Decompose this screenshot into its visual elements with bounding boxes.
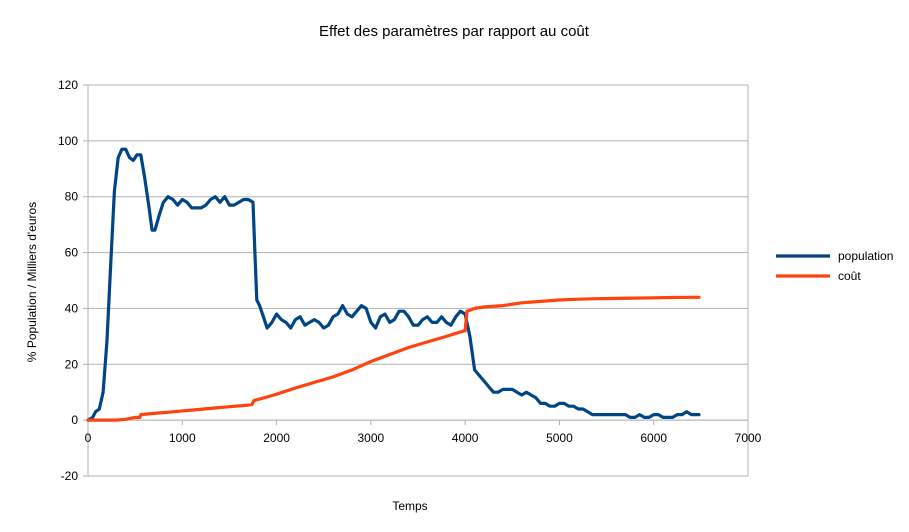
y-tick-label: 120	[58, 78, 78, 92]
y-tick-label: 40	[65, 301, 79, 315]
y-tick-label: 100	[58, 134, 78, 148]
legend-label: coût	[838, 269, 861, 283]
x-tick-label: 1000	[169, 431, 196, 445]
series-line-cout	[86, 295, 701, 422]
series-line-population	[86, 147, 701, 422]
y-tick-label: 60	[65, 246, 79, 260]
y-tick-labels: -20 0 20 40 60 80 100 120	[58, 78, 78, 483]
legend-label: population	[838, 249, 893, 263]
y-axis-label: % Population / Milliers d'euros	[25, 202, 39, 362]
y-tick-label: 20	[65, 357, 79, 371]
axes	[87, 85, 749, 476]
series-layer	[86, 147, 701, 422]
x-tick-label: 3000	[358, 431, 385, 445]
x-axis-label: Temps	[392, 499, 427, 513]
x-tick-label: 4000	[452, 431, 479, 445]
x-tick-label: 0	[85, 431, 92, 445]
chart-title: Effet des paramètres par rapport au coût	[319, 23, 590, 40]
x-tick-label: 2000	[263, 431, 290, 445]
y-tick-label: -20	[61, 469, 79, 483]
x-tick-label: 7000	[735, 431, 762, 445]
x-tick-label: 5000	[546, 431, 573, 445]
y-tick-label: 80	[65, 190, 79, 204]
x-tick-labels: 0 1000 2000 3000 4000 5000 6000 7000	[85, 431, 762, 445]
legend: population coût	[776, 249, 893, 283]
y-tick-label: 0	[71, 413, 78, 427]
x-tick-label: 6000	[640, 431, 667, 445]
